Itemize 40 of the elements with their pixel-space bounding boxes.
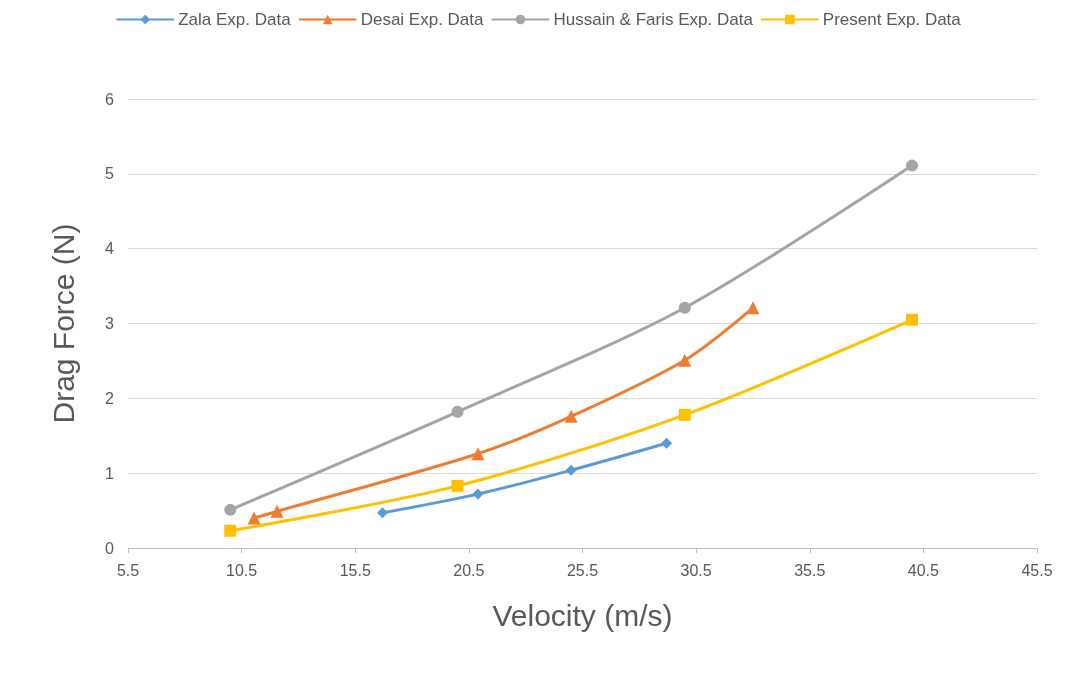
- x-tick-label: 25.5: [566, 561, 599, 579]
- point: [224, 524, 237, 537]
- point: [678, 408, 691, 421]
- x-tick-label: 5.5: [116, 561, 140, 579]
- x-tick-label: 20.5: [453, 561, 485, 579]
- y-tick-label: 0: [105, 539, 115, 557]
- point: [224, 503, 237, 516]
- x-tick-label: 15.5: [339, 561, 371, 579]
- y-tick-label: 3: [105, 315, 115, 332]
- point: [377, 507, 389, 519]
- x-axis-title: Velocity (m/s): [492, 598, 673, 632]
- point: [906, 313, 919, 326]
- point: [471, 447, 485, 461]
- x-tick-label: 10.5: [226, 561, 258, 579]
- y-tick-label: 5: [105, 165, 115, 183]
- point: [564, 409, 578, 423]
- point: [451, 479, 464, 492]
- legend-label: Zala Exp. Data: [178, 10, 292, 29]
- point: [678, 301, 691, 314]
- point: [270, 504, 284, 518]
- point: [472, 488, 484, 500]
- point: [451, 405, 464, 418]
- y-tick-label: 1: [105, 464, 115, 482]
- y-tick-label: 2: [105, 389, 115, 407]
- point: [906, 159, 919, 172]
- legend-label: Desai Exp. Data: [360, 10, 485, 29]
- legend-label: Present Exp. Data: [822, 10, 962, 29]
- legend-label: Hussain & Faris Exp. Data: [553, 10, 754, 29]
- point: [565, 464, 577, 476]
- point: [247, 511, 261, 525]
- y-tick-label: 4: [105, 240, 115, 258]
- x-tick-label: 35.5: [794, 561, 826, 579]
- point: [661, 437, 673, 449]
- point: [678, 353, 692, 367]
- x-tick-label: 40.5: [907, 561, 940, 579]
- y-axis-title: Drag Force (N): [46, 223, 80, 424]
- y-tick-label: 6: [105, 90, 115, 108]
- x-tick-label: 30.5: [680, 561, 712, 579]
- point: [746, 301, 760, 315]
- x-tick-label: 45.5: [1021, 561, 1053, 579]
